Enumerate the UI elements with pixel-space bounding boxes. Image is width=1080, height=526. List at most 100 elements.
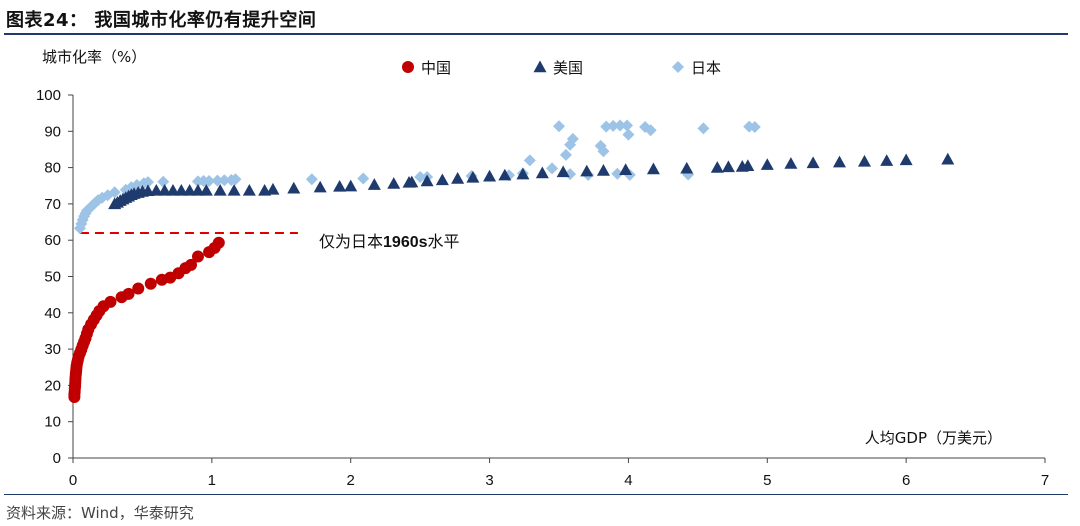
data-point-triangle [266, 182, 280, 195]
data-point-triangle [367, 178, 381, 190]
data-point-triangle [880, 154, 894, 166]
data-point-diamond [141, 176, 154, 189]
data-point-triangle [333, 179, 347, 192]
y-tick-label: 20 [44, 377, 61, 394]
data-point-triangle [149, 183, 163, 196]
data-point-triangle [451, 171, 465, 184]
data-point-circle [122, 287, 135, 300]
data-point-triangle [242, 183, 256, 196]
header-rule [4, 33, 1068, 35]
data-point-circle [191, 250, 204, 263]
y-tick-label: 30 [44, 341, 61, 358]
data-point-triangle [516, 167, 530, 180]
data-point-diamond [357, 172, 370, 185]
data-point-diamond [305, 173, 318, 186]
y-tick-label: 80 [44, 160, 61, 177]
data-point-diamond [622, 128, 635, 141]
data-point-diamond [218, 174, 231, 187]
data-point-triangle [405, 175, 419, 188]
figure-header: 图表24： 我国城市化率仍有提升空间 [0, 0, 1080, 35]
data-point-triangle [344, 179, 358, 192]
data-point-diamond [229, 173, 242, 186]
data-point-diamond [644, 124, 657, 137]
data-point-diamond [523, 154, 536, 167]
legend-marker-circle [402, 61, 414, 73]
data-point-diamond [614, 119, 627, 132]
data-point-triangle [387, 177, 401, 189]
data-point-diamond [600, 120, 613, 133]
data-point-triangle [183, 183, 197, 196]
x-axis-title: 人均GDP（万美元） [865, 429, 1002, 447]
data-point-triangle [141, 184, 155, 197]
data-point-triangle [760, 158, 774, 170]
data-point-diamond [559, 148, 572, 161]
data-point-triangle [556, 165, 570, 178]
data-point-triangle [580, 164, 594, 177]
y-tick-label: 10 [44, 414, 61, 431]
source-note: 资料来源：Wind，华泰研究 [6, 504, 194, 522]
data-point-triangle [646, 162, 660, 175]
data-point-diamond [743, 120, 756, 133]
data-point-triangle [483, 169, 497, 182]
data-point-diamond [553, 120, 565, 133]
data-point-triangle [287, 181, 301, 194]
data-point-circle [132, 282, 145, 295]
y-tick-label: 50 [44, 269, 61, 286]
data-point-triangle [619, 163, 633, 175]
x-tick-label: 2 [347, 472, 355, 489]
data-point-triangle [199, 183, 213, 196]
footer-rule [4, 494, 1068, 495]
data-point-diamond [697, 122, 710, 135]
data-point-triangle [313, 180, 327, 193]
y-tick-label: 60 [44, 232, 61, 249]
data-point-triangle [857, 154, 871, 167]
data-point-triangle [710, 161, 724, 173]
data-point-triangle [498, 168, 512, 181]
data-point-triangle [941, 152, 955, 165]
figure-title: 图表24： 我国城市化率仍有提升空间 [6, 10, 317, 31]
data-point-triangle [191, 183, 205, 196]
y-axis-title: 城市化率（%） [42, 48, 146, 66]
legend-marker-diamond [672, 61, 684, 73]
y-tick-label: 90 [44, 123, 61, 140]
data-point-triangle [899, 153, 913, 166]
data-point-triangle [680, 161, 694, 174]
data-point-diamond [414, 171, 427, 184]
data-point-triangle [806, 156, 820, 169]
data-point-diamond [621, 119, 634, 132]
data-point-triangle [721, 160, 735, 173]
data-point-diamond [607, 119, 620, 132]
legend-label: 美国 [553, 59, 583, 77]
data-point-diamond [203, 175, 216, 188]
data-point-circle [144, 277, 157, 290]
x-tick-label: 0 [69, 472, 77, 489]
y-tick-label: 100 [36, 87, 61, 104]
x-tick-label: 1 [208, 472, 216, 489]
data-point-triangle [832, 155, 846, 168]
data-point-circle [185, 258, 198, 271]
data-point-diamond [594, 139, 607, 152]
y-tick-label: 70 [44, 196, 61, 213]
data-point-triangle [784, 157, 798, 169]
data-point-diamond [211, 174, 224, 187]
y-tick-label: 0 [53, 450, 61, 467]
data-point-triangle [466, 170, 480, 183]
data-point-diamond [546, 162, 559, 175]
x-tick-label: 6 [902, 472, 910, 489]
x-tick-label: 4 [624, 472, 632, 489]
data-point-circle [212, 236, 225, 249]
data-point-triangle [420, 174, 434, 187]
data-point-diamond [157, 175, 170, 188]
data-point-triangle [227, 183, 241, 196]
legend-label: 日本 [691, 59, 721, 77]
data-point-triangle [213, 183, 227, 196]
data-point-triangle [174, 183, 188, 196]
data-point-diamond [611, 167, 624, 180]
legend-marker-triangle [533, 60, 547, 73]
x-tick-label: 5 [763, 472, 771, 489]
data-point-circle [104, 295, 117, 308]
data-point-diamond [597, 145, 610, 158]
x-tick-label: 7 [1041, 472, 1049, 489]
data-point-triangle [435, 173, 449, 186]
data-point-triangle [596, 164, 610, 176]
